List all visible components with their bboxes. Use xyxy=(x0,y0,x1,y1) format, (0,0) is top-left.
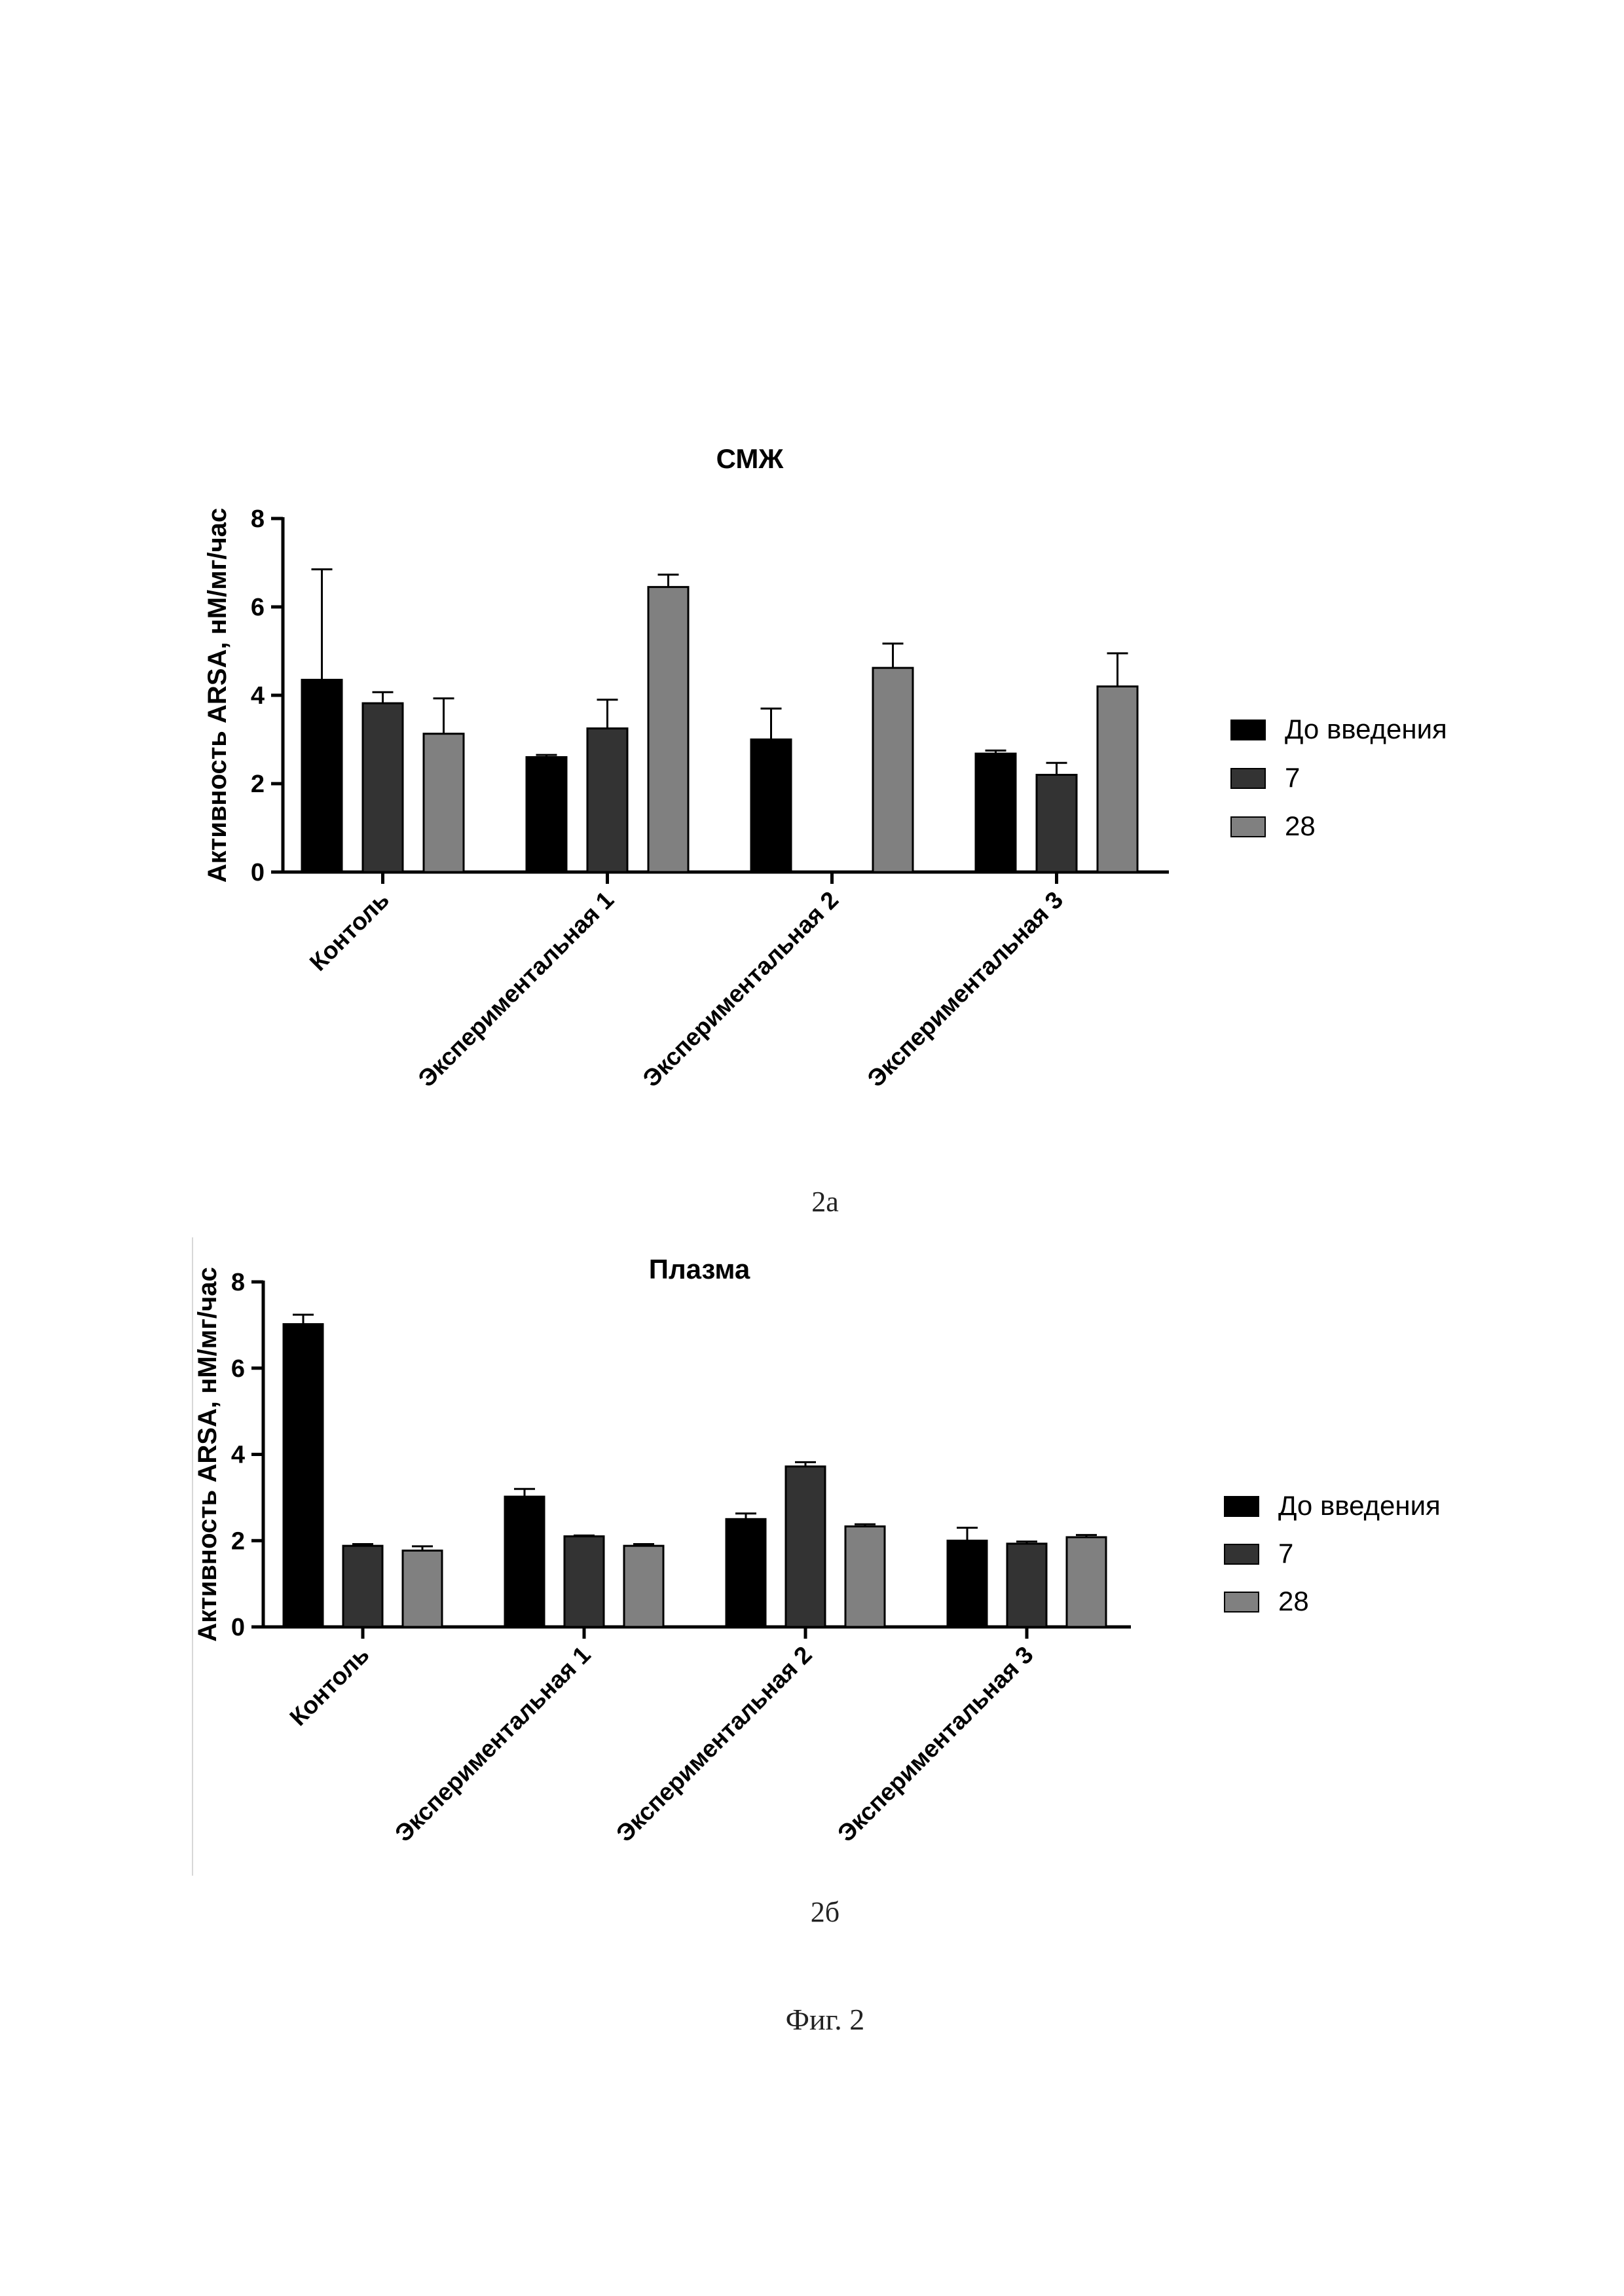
legend-label: 28 xyxy=(1278,1586,1309,1616)
x-tick-label: Экспериментальная 3 xyxy=(832,1641,1039,1848)
bar xyxy=(751,740,791,873)
legend-label: До введения xyxy=(1278,1490,1441,1521)
x-tick-label: Экспериментальная 3 xyxy=(862,886,1069,1093)
bar xyxy=(526,757,566,873)
figure-caption: Фиг. 2 xyxy=(694,2002,956,2037)
x-tick-label: Контоль xyxy=(304,886,394,976)
bar xyxy=(624,1546,663,1627)
bar xyxy=(564,1537,604,1627)
x-tick-label: Экспериментальная 2 xyxy=(611,1641,817,1848)
y-tick-label: 2 xyxy=(251,771,265,798)
x-tick-label: Экспериментальная 1 xyxy=(390,1641,596,1848)
y-tick-label: 8 xyxy=(251,505,265,533)
y-axis-title: Активность ARSA, нМ/мг/час xyxy=(203,508,232,883)
chart-title: СМЖ xyxy=(716,443,784,474)
caption-2a: 2а xyxy=(694,1185,956,1218)
bar xyxy=(424,734,464,872)
legend-swatch xyxy=(1225,1497,1259,1516)
legend-label: 7 xyxy=(1278,1538,1293,1569)
y-tick-label: 6 xyxy=(251,594,265,621)
bar xyxy=(873,668,913,872)
bar xyxy=(976,754,1016,872)
y-axis-title: Активность ARSA, нМ/мг/час xyxy=(193,1267,222,1642)
y-tick-label: 0 xyxy=(231,1614,245,1641)
legend-label: 28 xyxy=(1285,811,1316,841)
legend-swatch xyxy=(1225,1592,1259,1612)
bar xyxy=(1007,1544,1046,1627)
chart-csf: СМЖ Активность ARSA, нМ/мг/час 0 2 4 6 8 Контол… xyxy=(0,419,1624,1172)
bar xyxy=(845,1527,885,1627)
y-tick-label: 8 xyxy=(231,1269,245,1296)
bar xyxy=(1098,687,1137,873)
x-tick-label: Экспериментальная 2 xyxy=(638,886,844,1093)
y-tick-label: 4 xyxy=(251,682,265,710)
x-tick-label: Контоль xyxy=(284,1641,374,1731)
legend-swatch xyxy=(1231,769,1265,788)
bar xyxy=(363,703,403,872)
bar xyxy=(587,729,627,872)
legend-swatch xyxy=(1231,720,1265,740)
bar xyxy=(284,1324,323,1627)
legend-label: 7 xyxy=(1285,762,1300,793)
y-tick-label: 2 xyxy=(231,1527,245,1555)
bar xyxy=(302,680,342,872)
bar xyxy=(948,1540,987,1627)
bar xyxy=(726,1519,766,1627)
chart-title: Плазма xyxy=(649,1254,750,1285)
bar xyxy=(648,587,688,872)
y-tick-label: 6 xyxy=(231,1355,245,1383)
bar xyxy=(1037,775,1077,873)
bar xyxy=(343,1546,382,1627)
chart-plasma: Плазма Активность ARSA, нМ/мг/час 0 2 4 6 8 Кон… xyxy=(0,1231,1624,1886)
legend-label: До введения xyxy=(1285,714,1447,744)
legend-swatch xyxy=(1231,817,1265,837)
x-tick-label: Экспериментальная 1 xyxy=(413,886,619,1093)
bar xyxy=(403,1550,442,1627)
caption-2b: 2б xyxy=(694,1895,956,1929)
y-tick-label: 0 xyxy=(251,859,265,886)
bar xyxy=(786,1467,825,1627)
bar xyxy=(1067,1537,1106,1627)
legend-swatch xyxy=(1225,1544,1259,1564)
y-tick-label: 4 xyxy=(231,1442,245,1469)
bar xyxy=(505,1497,544,1627)
